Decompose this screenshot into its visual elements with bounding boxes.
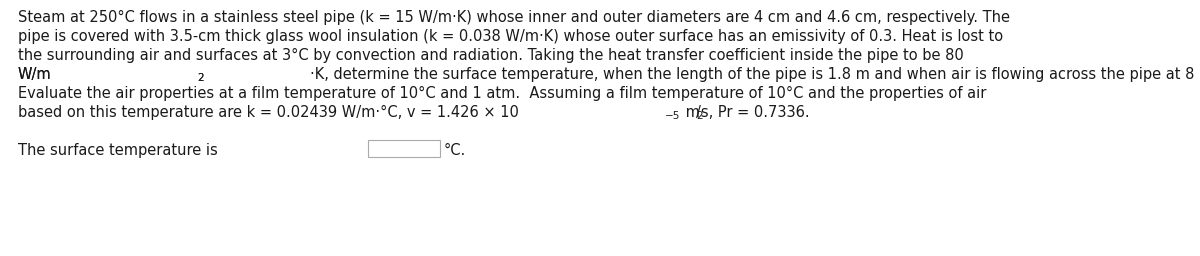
Bar [367,140,439,157]
Text: /s, Pr = 0.7336.: /s, Pr = 0.7336. [696,105,810,120]
Text: the surrounding air and surfaces at 3°C by convection and radiation. Taking the : the surrounding air and surfaces at 3°C … [18,48,964,63]
Text: pipe is covered with 3.5-cm thick glass wool insulation (k = 0.038 W/m·K) whose : pipe is covered with 3.5-cm thick glass … [18,29,1003,44]
Text: 2: 2 [198,73,204,83]
Text: based on this temperature are k = 0.02439 W/m·°C, v = 1.426 × 10: based on this temperature are k = 0.0243… [18,105,518,120]
Text: 2: 2 [198,73,204,83]
Text: °C.: °C. [444,143,466,158]
Text: Evaluate the air properties at a film temperature of 10°C and 1 atm.  Assuming a: Evaluate the air properties at a film te… [18,86,986,101]
Text: −5: −5 [665,111,680,121]
Text: The surface temperature is: The surface temperature is [18,143,217,158]
Text: W/m: W/m [18,67,52,82]
Text: 2: 2 [696,111,703,121]
Text: Steam at 250°C flows in a stainless steel pipe (k = 15 W/m·K) whose inner and ou: Steam at 250°C flows in a stainless stee… [18,10,1010,25]
Text: ·K, determine the surface temperature, when the length of the pipe is 1.8 m and : ·K, determine the surface temperature, w… [310,67,1200,82]
Text: W/m: W/m [18,67,52,82]
Text: m: m [680,105,700,120]
